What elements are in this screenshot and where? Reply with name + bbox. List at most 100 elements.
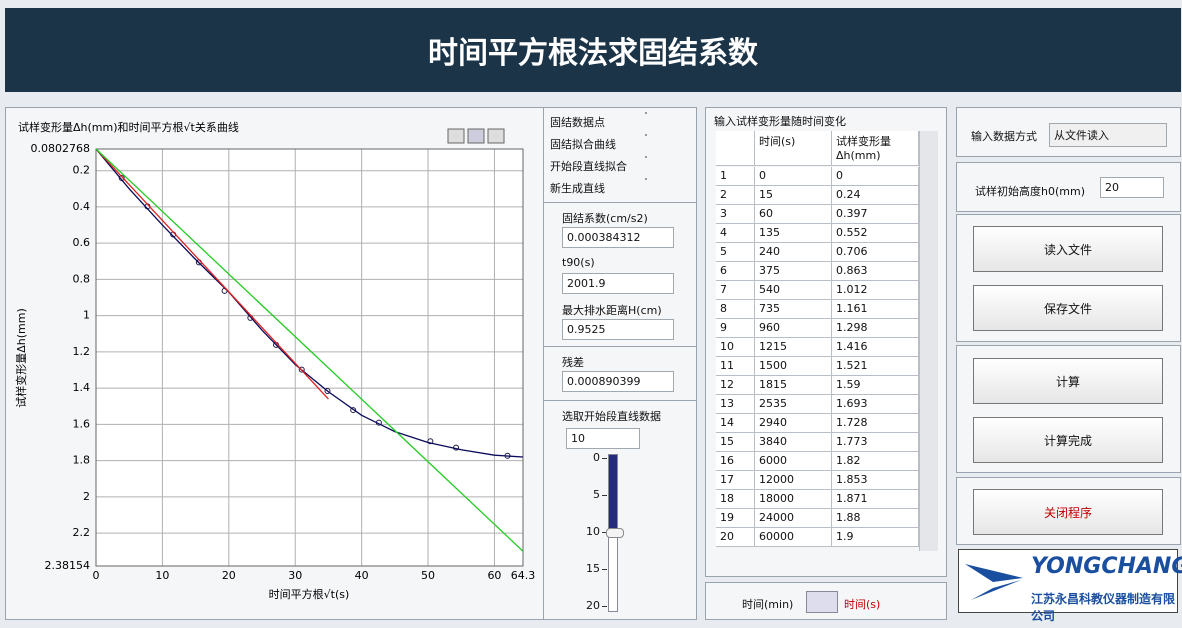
chart-title: 试样变形量Δh(mm)和时间平方根√t关系曲线 bbox=[18, 120, 239, 134]
data-table[interactable]: 时间(s) 试样变形量Δh(mm) 1 0 0 2 15 0.24 3 60 0.397 4 135 0.… bbox=[716, 131, 938, 571]
table-cell: 0.552 bbox=[832, 224, 919, 243]
table-cell: 3 bbox=[716, 205, 755, 224]
height-label: 试样初始高度h0(mm) bbox=[975, 185, 1085, 198]
y-tick-label: 0.8 bbox=[73, 272, 91, 285]
result-value: 0.000384312 bbox=[567, 231, 641, 244]
read-file-button[interactable]: 读入文件 bbox=[973, 226, 1163, 272]
table-cell: 1.521 bbox=[832, 357, 919, 376]
table-cell: 1215 bbox=[755, 338, 832, 357]
close-panel: 关闭程序 bbox=[956, 477, 1181, 545]
file-panel: 读入文件 保存文件 bbox=[956, 214, 1181, 342]
slider-tick-label: 10 bbox=[586, 525, 600, 538]
zoom-tool[interactable] bbox=[467, 128, 485, 144]
slider-thumb[interactable] bbox=[606, 528, 624, 538]
y-tick-label: 1.8 bbox=[73, 454, 91, 467]
slider-tick bbox=[602, 495, 607, 496]
result-label: 最大排水距离H(cm) bbox=[562, 304, 662, 317]
result-value: 0.9525 bbox=[567, 323, 606, 336]
logo-mark bbox=[965, 564, 1023, 600]
table-cell: 60 bbox=[755, 205, 832, 224]
table-cell: 12000 bbox=[755, 471, 832, 490]
calc-done-button[interactable]: 计算完成 bbox=[973, 417, 1163, 463]
header-cell: 时间(s) bbox=[755, 131, 832, 166]
y-tick-label: 2.2 bbox=[73, 526, 91, 539]
legend-icon bbox=[645, 156, 647, 158]
y-tick-label: 1.6 bbox=[73, 417, 91, 430]
legend-label: 固结数据点 bbox=[550, 116, 605, 129]
table-cell: 60000 bbox=[755, 528, 832, 547]
table-cell: 20 bbox=[716, 528, 755, 547]
save-file-button[interactable]: 保存文件 bbox=[973, 285, 1163, 331]
table-panel: 输入试样变形量随时间变化 时间(s) 试样变形量Δh(mm) 1 0 0 2 15 0.24 3… bbox=[705, 107, 947, 577]
result-value: 2001.9 bbox=[567, 277, 606, 290]
table-cell: 2535 bbox=[755, 395, 832, 414]
y-tick-label: 2 bbox=[83, 490, 90, 503]
slider-numeric[interactable]: 10 bbox=[566, 428, 640, 449]
table-cell: 1 bbox=[716, 167, 755, 186]
plot-frame bbox=[95, 148, 524, 567]
unit-switch[interactable] bbox=[806, 591, 838, 613]
table-cell: 7 bbox=[716, 281, 755, 300]
legend-label: 开始段直线拟合 bbox=[550, 160, 627, 173]
slider-tick bbox=[602, 532, 607, 533]
table-cell: 5 bbox=[716, 243, 755, 262]
input-mode-panel: 输入数据方式 从文件读入 bbox=[956, 107, 1181, 157]
table-cell: 960 bbox=[755, 319, 832, 338]
height-input[interactable]: 20 bbox=[1100, 177, 1164, 198]
cursor-tool[interactable] bbox=[447, 128, 465, 144]
table-title: 输入试样变形量随时间变化 bbox=[714, 115, 846, 128]
table-cell: 8 bbox=[716, 300, 755, 319]
table-cell: 0 bbox=[832, 167, 919, 186]
result-field: 0.000384312 bbox=[562, 227, 674, 248]
result-label: t90(s) bbox=[562, 256, 595, 269]
close-button[interactable]: 关闭程序 bbox=[973, 489, 1163, 535]
table-cell: 3840 bbox=[755, 433, 832, 452]
table-cell: 1.773 bbox=[832, 433, 919, 452]
pan-tool[interactable] bbox=[487, 128, 505, 144]
legend-icon bbox=[645, 134, 647, 136]
table-cell: 1.59 bbox=[832, 376, 919, 395]
calc-panel: 计算 计算完成 bbox=[956, 345, 1181, 473]
unit-toggle-panel: 时间(min) 时间(s) bbox=[705, 582, 947, 620]
input-mode-dropdown[interactable]: 从文件读入 bbox=[1049, 123, 1167, 147]
toggle-left-label: 时间(min) bbox=[742, 598, 794, 611]
slider-tick bbox=[602, 569, 607, 570]
series-line bbox=[96, 149, 523, 552]
table-cell: 135 bbox=[755, 224, 832, 243]
table-cell: 375 bbox=[755, 262, 832, 281]
table-cell: 1.871 bbox=[832, 490, 919, 509]
height-value: 20 bbox=[1105, 181, 1119, 194]
table-cell: 1.161 bbox=[832, 300, 919, 319]
toggle-right-label: 时间(s) bbox=[844, 598, 881, 611]
table-cell: 2 bbox=[716, 186, 755, 205]
table-cell: 9 bbox=[716, 319, 755, 338]
legend-results-panel: 固结数据点 固结拟合曲线 开始段直线拟合 新生成直线 固结系数(cm/s2) 0.0003… bbox=[543, 107, 697, 620]
slider-numeric-value: 10 bbox=[571, 432, 585, 445]
logo-company: 江苏永昌科教仪器制造有限公司 bbox=[1031, 592, 1176, 623]
table-cell: 4 bbox=[716, 224, 755, 243]
table-cell: 14 bbox=[716, 414, 755, 433]
table-cell: 1.298 bbox=[832, 319, 919, 338]
divider bbox=[544, 202, 696, 203]
calculate-button[interactable]: 计算 bbox=[973, 358, 1163, 404]
x-tick-label: 10 bbox=[155, 569, 169, 582]
table-cell: 12 bbox=[716, 376, 755, 395]
y-tick-label: 0.6 bbox=[73, 236, 91, 249]
divider bbox=[544, 400, 696, 401]
table-cell: 540 bbox=[755, 281, 832, 300]
table-cell: 11 bbox=[716, 357, 755, 376]
table-cell: 735 bbox=[755, 300, 832, 319]
table-cell: 1.9 bbox=[832, 528, 919, 547]
x-tick-label: 50 bbox=[421, 569, 435, 582]
input-mode-value: 从文件读入 bbox=[1054, 129, 1109, 142]
plot-area bbox=[96, 149, 523, 566]
slider-tick-label: 20 bbox=[586, 599, 600, 612]
series-line bbox=[96, 149, 523, 458]
table-cell: 1.728 bbox=[832, 414, 919, 433]
table-cell: 18000 bbox=[755, 490, 832, 509]
input-mode-label: 输入数据方式 bbox=[971, 130, 1037, 143]
graph-tools[interactable] bbox=[447, 128, 505, 144]
table-cell: 0.397 bbox=[832, 205, 919, 224]
scrollbar[interactable] bbox=[919, 131, 938, 551]
header-cell bbox=[716, 131, 755, 166]
